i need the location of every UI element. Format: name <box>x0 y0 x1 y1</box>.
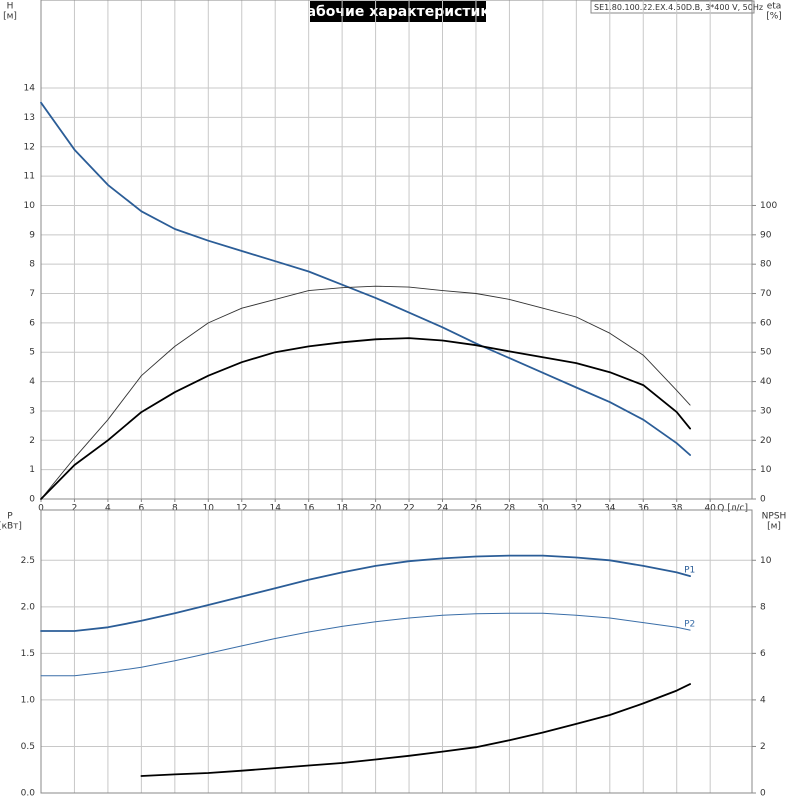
y-tick-label: 12 <box>24 142 35 152</box>
x-tick-label: 6 <box>139 504 145 514</box>
y-tick-label: 2.5 <box>21 556 35 566</box>
y2-tick-label: 80 <box>760 260 772 270</box>
y-tick-label: 1.5 <box>21 649 35 659</box>
x-tick-label: 0 <box>38 504 44 514</box>
x-tick-label: 4 <box>105 504 111 514</box>
curve <box>40 101 691 456</box>
y2-axis-label: eta <box>767 2 782 12</box>
y-tick-label: 9 <box>29 230 35 240</box>
x-tick-label: 22 <box>403 504 414 514</box>
title-box <box>310 1 486 22</box>
y2-tick-label: 90 <box>760 230 772 240</box>
y-tick-label: 1 <box>29 465 35 475</box>
y2-tick-label: 60 <box>760 318 772 328</box>
y-tick-label: 2 <box>29 436 35 446</box>
x-tick-label: 40 <box>704 504 716 514</box>
x-tick-label: 12 <box>236 504 247 514</box>
y-tick-label: 0.5 <box>21 742 35 752</box>
x-tick-label: 14 <box>269 504 281 514</box>
y2-tick-label: 100 <box>760 201 777 211</box>
y-tick-label: 2.0 <box>21 602 36 612</box>
curve <box>140 683 691 777</box>
y-tick-label: 5 <box>29 348 35 358</box>
y2-tick-label: 0 <box>760 495 766 505</box>
y-tick-label: 0 <box>29 495 35 505</box>
y2-axis-label: [%] <box>766 12 782 22</box>
y2-axis-label: NPSH <box>762 512 787 522</box>
y-tick-label: 13 <box>24 113 35 123</box>
y2-tick-label: 40 <box>760 377 772 387</box>
plot-frame <box>40 0 753 500</box>
curve-label: P2 <box>684 620 695 630</box>
x-tick-label: 10 <box>203 504 215 514</box>
y2-tick-label: 0 <box>760 789 766 799</box>
y2-tick-label: 10 <box>760 465 772 475</box>
y-tick-label: 1.0 <box>21 695 36 705</box>
y2-tick-label: 2 <box>760 742 766 752</box>
x-tick-label: 24 <box>437 504 449 514</box>
x-tick-label: 38 <box>671 504 683 514</box>
y-axis-label: [м] <box>3 12 17 22</box>
plot-frame <box>40 509 753 794</box>
x-tick-label: 36 <box>638 504 650 514</box>
y2-tick-label: 4 <box>760 695 766 705</box>
curve-label: P1 <box>684 566 695 576</box>
x-tick-label: 28 <box>504 504 516 514</box>
y2-tick-label: 8 <box>760 602 766 612</box>
y-axis-label: P <box>7 512 13 522</box>
product-box <box>590 0 755 14</box>
y2-tick-label: 50 <box>760 348 772 358</box>
y-tick-label: 8 <box>29 260 35 270</box>
x-tick-label: 18 <box>336 504 348 514</box>
y2-tick-label: 70 <box>760 289 772 299</box>
y-tick-label: 6 <box>29 318 35 328</box>
curve <box>40 554 691 632</box>
y2-tick-label: 20 <box>760 436 772 446</box>
x-tick-label: 16 <box>303 504 315 514</box>
x-tick-label: 32 <box>571 504 582 514</box>
x-tick-label: 2 <box>72 504 78 514</box>
y2-tick-label: 10 <box>760 556 772 566</box>
y-tick-label: 14 <box>24 84 36 94</box>
curve <box>40 285 691 500</box>
curve <box>40 612 691 677</box>
y2-tick-label: 30 <box>760 406 772 416</box>
y-tick-label: 3 <box>29 406 35 416</box>
y-axis-label: H <box>7 2 14 12</box>
y-tick-label: 10 <box>24 201 36 211</box>
x-tick-label: 8 <box>172 504 178 514</box>
y-tick-label: 0.0 <box>21 789 36 799</box>
y2-tick-label: 6 <box>760 649 766 659</box>
x-tick-label: 34 <box>604 504 616 514</box>
x-tick-label: 20 <box>370 504 382 514</box>
x-tick-label: 30 <box>537 504 549 514</box>
y2-axis-label: [м] <box>767 522 781 532</box>
y-axis-label: [кВт] <box>0 522 22 532</box>
x-axis-label: Q [л/с] <box>717 504 748 514</box>
y-tick-label: 7 <box>29 289 35 299</box>
x-tick-label: 26 <box>470 504 482 514</box>
y-tick-label: 11 <box>24 172 35 182</box>
chart-title: Рабочие характеристики <box>296 4 499 20</box>
y-tick-label: 4 <box>29 377 35 387</box>
product-label: SE1.80.100.22.EX.4.50D.B, 3*400 V, 50Hz <box>594 3 763 12</box>
curve <box>40 337 691 500</box>
